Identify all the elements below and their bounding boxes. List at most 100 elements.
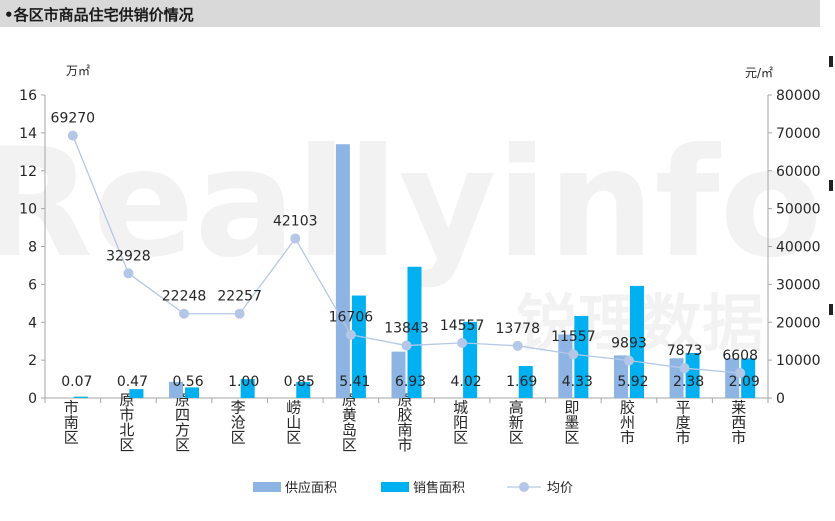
sales-value-label: 6.93: [395, 374, 426, 390]
x-category-label: 原四方区: [173, 392, 191, 452]
sales-value-label: 0.85: [284, 374, 315, 390]
x-category-label: 平度市: [674, 400, 692, 445]
y-right-tick-label: 0: [776, 391, 785, 407]
sales-value-label: 2.38: [673, 374, 704, 390]
price-value-label: 42103: [273, 214, 318, 230]
price-value-label: 69270: [51, 111, 96, 127]
price-point: [67, 130, 78, 141]
price-point: [512, 340, 523, 351]
bar-supply: [391, 351, 406, 398]
bar-sales: [685, 352, 700, 398]
bar-sales: [574, 316, 589, 398]
sales-value-label: 4.33: [562, 374, 593, 390]
price-point: [457, 337, 468, 348]
price-value-label: 9893: [611, 336, 647, 352]
y-left-tick-label: 12: [19, 164, 37, 180]
price-point: [345, 329, 356, 340]
bar-sales: [240, 379, 255, 398]
x-category-label: 市南区: [62, 400, 80, 445]
bar-sales: [73, 396, 88, 398]
price-point: [679, 363, 690, 374]
y-right-unit: 元/㎡: [745, 66, 773, 80]
page-title: •各区市商品住宅供销价情况: [4, 6, 194, 24]
header-bar: [0, 0, 820, 27]
price-point: [234, 308, 245, 319]
y-left-unit: 万㎡: [66, 64, 90, 78]
legend-supply-swatch: [253, 482, 281, 492]
x-category-label: 李沧区: [229, 400, 247, 445]
legend-sales-label: 销售面积: [413, 480, 465, 496]
y-left-tick-label: 4: [28, 315, 37, 331]
x-category-label: 高新区: [507, 400, 525, 445]
legend-supply-label: 供应面积: [285, 480, 337, 496]
sales-value-label: 5.41: [339, 374, 370, 390]
bar-sales: [518, 365, 533, 398]
bar-sales: [407, 266, 422, 398]
y-right-tick-label: 40000: [776, 240, 821, 256]
bar-sales: [629, 285, 644, 398]
y-left-tick-label: 16: [19, 88, 37, 104]
y-left-tick-label: 0: [28, 391, 37, 407]
y-right-tick-label: 70000: [776, 126, 821, 142]
bar-sales: [296, 381, 311, 398]
bar-supply: [725, 358, 740, 398]
x-category-label: 原黄岛区: [340, 392, 358, 452]
price-point: [290, 233, 301, 244]
price-point: [623, 355, 634, 366]
y-left-tick-label: 14: [19, 126, 37, 142]
legend-price-label: 均价: [547, 481, 573, 496]
bar-sales: [351, 295, 366, 398]
bar-supply: [169, 381, 184, 398]
y-left-tick-label: 6: [28, 277, 37, 293]
bar-supply: [558, 334, 573, 398]
y-left-tick-label: 8: [28, 240, 37, 256]
y-right-tick-label: 50000: [776, 202, 821, 218]
watermark-brand: Reallyinfo: [0, 117, 823, 291]
right-edge-marks: [829, 0, 835, 521]
y-right-tick-label: 60000: [776, 164, 821, 180]
sales-value-label: 1.69: [506, 374, 537, 390]
price-value-label: 22248: [162, 289, 207, 305]
y-left-tick-label: 10: [19, 202, 37, 218]
price-point: [179, 308, 190, 319]
legend-sales-swatch: [381, 482, 409, 492]
price-value-label: 32928: [106, 248, 151, 264]
y-right-tick-label: 80000: [776, 88, 821, 104]
bar-supply: [613, 355, 628, 398]
bar-sales: [129, 389, 144, 398]
price-value-label: 13778: [495, 321, 540, 337]
price-point: [123, 268, 134, 279]
y-right-tick-label: 20000: [776, 315, 821, 331]
bar-supply: [335, 144, 350, 398]
price-value-label: 16706: [329, 310, 374, 326]
x-category-label: 原胶南市: [396, 392, 414, 452]
x-category-label: 即墨区: [562, 400, 580, 445]
price-point: [568, 349, 579, 360]
sales-value-label: 4.02: [451, 374, 482, 390]
sales-value-label: 1.00: [228, 374, 259, 390]
sales-value-label: 2.09: [729, 374, 760, 390]
y-right-tick-label: 10000: [776, 353, 821, 369]
y-left-tick-label: 2: [28, 353, 37, 369]
price-value-label: 11557: [551, 329, 596, 345]
sales-value-label: 0.56: [172, 374, 203, 390]
x-category-label: 莱西市: [729, 400, 747, 445]
price-value-label: 6608: [722, 348, 758, 364]
x-category-label: 城阳区: [451, 400, 469, 445]
x-category-label: 崂山区: [284, 400, 302, 445]
legend-price-marker: [519, 482, 529, 492]
x-category-label: 胶州市: [618, 400, 636, 445]
sales-value-label: 5.92: [617, 374, 648, 390]
y-right-tick-label: 30000: [776, 277, 821, 293]
price-value-label: 14557: [440, 318, 485, 334]
x-category-label: 原市北区: [117, 392, 135, 452]
price-value-label: 13843: [384, 321, 429, 337]
sales-value-label: 0.07: [61, 374, 92, 390]
sales-value-label: 0.47: [117, 374, 148, 390]
price-point: [735, 367, 746, 378]
bar-sales: [185, 387, 200, 398]
bar-sales: [741, 358, 756, 398]
price-value-label: 7873: [667, 343, 703, 359]
price-value-label: 22257: [217, 289, 262, 305]
